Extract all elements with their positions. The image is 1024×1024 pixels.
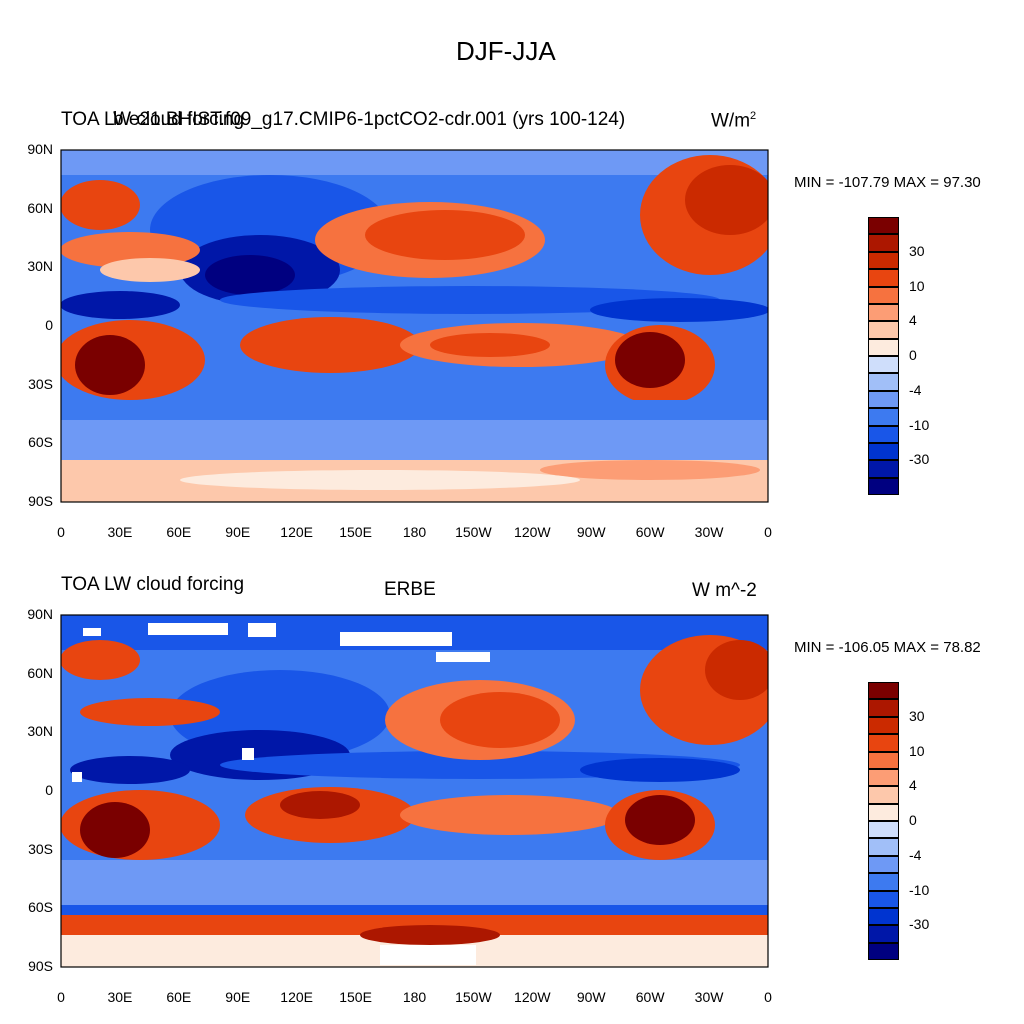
colorbar-swatch	[868, 477, 899, 495]
panel1-title-left: TOA LW cloud forcing	[61, 109, 245, 130]
panel1-title-center: b.e21.BHIST.f09_g17.CMIP6-1pctCO2-cdr.00…	[113, 109, 626, 130]
colorbar-label: -30	[909, 451, 930, 468]
colorbar-swatch	[868, 682, 899, 700]
colorbar-swatch	[868, 217, 899, 235]
lon-tick-label: 30E	[107, 524, 133, 540]
lon-tick-label: 90W	[576, 524, 606, 540]
lon-tick-label: 0	[764, 524, 772, 540]
colorbar-swatch	[868, 873, 899, 891]
colorbar-swatch	[868, 321, 899, 339]
panel1-field	[61, 150, 768, 502]
lon-tick-label: 150E	[339, 524, 372, 540]
panel1-min-max: MIN = -107.79 MAX = 97.30	[794, 174, 981, 191]
lat-tick-label: 30N	[27, 258, 53, 275]
colorbar-swatch	[868, 768, 899, 787]
lon-tick-label: 150W	[455, 989, 492, 1005]
colorbar-swatch	[868, 460, 899, 478]
colorbar-label: 30	[909, 707, 925, 724]
colorbar-swatch	[868, 251, 899, 270]
lat-tick-label: 90N	[27, 606, 53, 622]
lon-tick-label: 30E	[107, 989, 133, 1005]
lon-tick-label: 0	[764, 989, 772, 1005]
colorbar-label: 10	[909, 277, 925, 294]
colorbar-swatch	[868, 803, 899, 821]
colorbar-label: 4	[909, 312, 917, 329]
colorbar-label: -30	[909, 916, 930, 933]
colorbar-swatch	[868, 390, 899, 409]
colorbar-swatch	[868, 751, 899, 769]
colorbar-swatch	[868, 442, 899, 461]
panel1-frame	[60, 149, 769, 503]
lon-tick-label: 120W	[514, 524, 551, 540]
lon-tick-label: 90E	[225, 989, 251, 1005]
lat-tick-label: 30S	[28, 840, 53, 857]
lon-tick-label: 120E	[280, 524, 313, 540]
main-title: DJF-JJA	[456, 36, 556, 66]
lon-tick-label: 180	[402, 524, 427, 540]
lon-tick-label: 0	[57, 989, 65, 1005]
lat-tick-label: 0	[45, 317, 53, 333]
colorbar-swatch	[868, 699, 899, 717]
lat-tick-label: 60N	[27, 664, 53, 681]
colorbar-label: 0	[909, 347, 917, 363]
lat-tick-label: 30S	[28, 375, 53, 392]
colorbar-swatch	[868, 356, 899, 374]
colorbar-swatch	[868, 373, 899, 391]
colorbar-swatch	[868, 425, 899, 443]
lon-tick-label: 150E	[339, 989, 372, 1005]
colorbar-label: -10	[909, 416, 930, 433]
colorbar-swatch	[868, 925, 899, 943]
colorbar-label: -4	[909, 381, 922, 398]
lat-tick-label: 90S	[28, 958, 53, 974]
lon-tick-label: 150W	[455, 524, 492, 540]
colorbar-label: 4	[909, 777, 917, 794]
lon-tick-label: 60E	[166, 989, 192, 1005]
colorbar-swatch	[868, 786, 899, 804]
colorbar-swatch	[868, 303, 899, 322]
colorbar-swatch	[868, 890, 899, 908]
colorbar-label: 30	[909, 242, 925, 259]
colorbar-swatch	[868, 234, 899, 252]
lon-tick-label: 90W	[576, 989, 606, 1005]
colorbar-swatch	[868, 734, 899, 752]
colorbar-swatch	[868, 821, 899, 839]
panel2-frame	[60, 614, 769, 968]
panel2-title-center: ERBE	[384, 579, 436, 600]
panel1-units: W/m2	[711, 110, 757, 132]
lat-tick-label: 60N	[27, 199, 53, 216]
colorbar-label: -4	[909, 846, 922, 863]
colorbar-swatch	[868, 838, 899, 856]
colorbar-swatch	[868, 716, 899, 735]
lat-tick-label: 30N	[27, 723, 53, 740]
colorbar-label: -10	[909, 881, 930, 898]
lat-tick-label: 0	[45, 782, 53, 798]
colorbar-swatch	[868, 408, 899, 426]
lon-tick-label: 180	[402, 989, 427, 1005]
panel2-field	[61, 615, 768, 967]
lon-tick-label: 30W	[694, 989, 724, 1005]
colorbar-swatch	[868, 286, 899, 304]
lon-tick-label: 60W	[635, 989, 665, 1005]
colorbar-label: 0	[909, 812, 917, 828]
lon-tick-label: 60E	[166, 524, 192, 540]
colorbar-swatch	[868, 907, 899, 926]
lon-tick-label: 60W	[635, 524, 665, 540]
panel2-min-max: MIN = -106.05 MAX = 78.82	[794, 639, 981, 656]
colorbar-swatch	[868, 338, 899, 356]
lat-tick-label: 60S	[28, 434, 53, 451]
panel2-title-left: TOA LW cloud forcing	[61, 574, 245, 595]
lon-tick-label: 90E	[225, 524, 251, 540]
lat-tick-label: 90S	[28, 493, 53, 509]
colorbar-swatch	[868, 269, 899, 287]
colorbar-swatch	[868, 855, 899, 874]
lat-tick-label: 90N	[27, 141, 53, 157]
colorbar-swatch	[868, 942, 899, 960]
lon-tick-label: 120E	[280, 989, 313, 1005]
lon-tick-label: 30W	[694, 524, 724, 540]
panel2-units: W m^-2	[692, 580, 757, 601]
lat-tick-label: 60S	[28, 899, 53, 916]
lon-tick-label: 120W	[514, 989, 551, 1005]
colorbar-label: 10	[909, 742, 925, 759]
lon-tick-label: 0	[57, 524, 65, 540]
